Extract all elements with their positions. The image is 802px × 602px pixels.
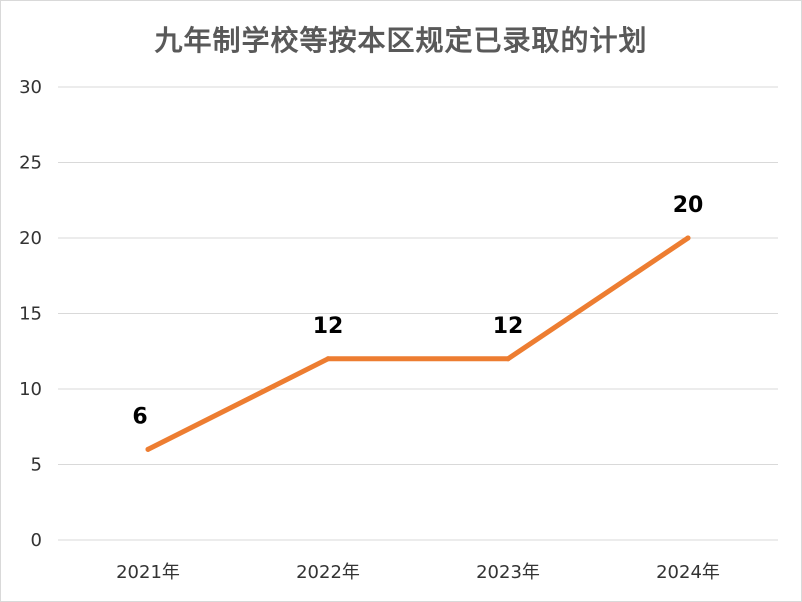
y-tick-label: 15 [19,304,42,325]
data-label: 12 [493,314,524,339]
data-point [685,235,691,241]
data-label: 20 [673,193,704,218]
x-tick-label: 2021年 [116,562,180,583]
y-tick-label: 20 [19,228,42,249]
data-point [505,356,511,362]
gridlines [58,86,778,541]
data-point [325,356,331,362]
y-tick-label: 10 [19,379,42,400]
series-line [145,235,691,452]
x-tick-label: 2022年 [296,562,360,583]
x-axis-ticks: 2021年 2022年 2023年 2024年 [116,562,720,583]
series-line [145,235,691,452]
data-point [145,446,151,452]
x-tick-label: 2024年 [656,562,720,583]
data-label: 6 [132,404,147,429]
y-tick-label: 25 [19,153,42,174]
data-label: 12 [313,314,344,339]
y-axis-ticks: 0 5 10 15 20 25 30 [19,77,42,551]
data-labels: 6 12 12 20 [132,193,703,429]
y-tick-label: 30 [19,77,42,98]
y-tick-label: 5 [31,455,42,476]
y-tick-label: 0 [31,530,42,551]
chart-title: 九年制学校等按本区规定已录取的计划 [154,24,648,57]
x-tick-label: 2023年 [476,562,540,583]
